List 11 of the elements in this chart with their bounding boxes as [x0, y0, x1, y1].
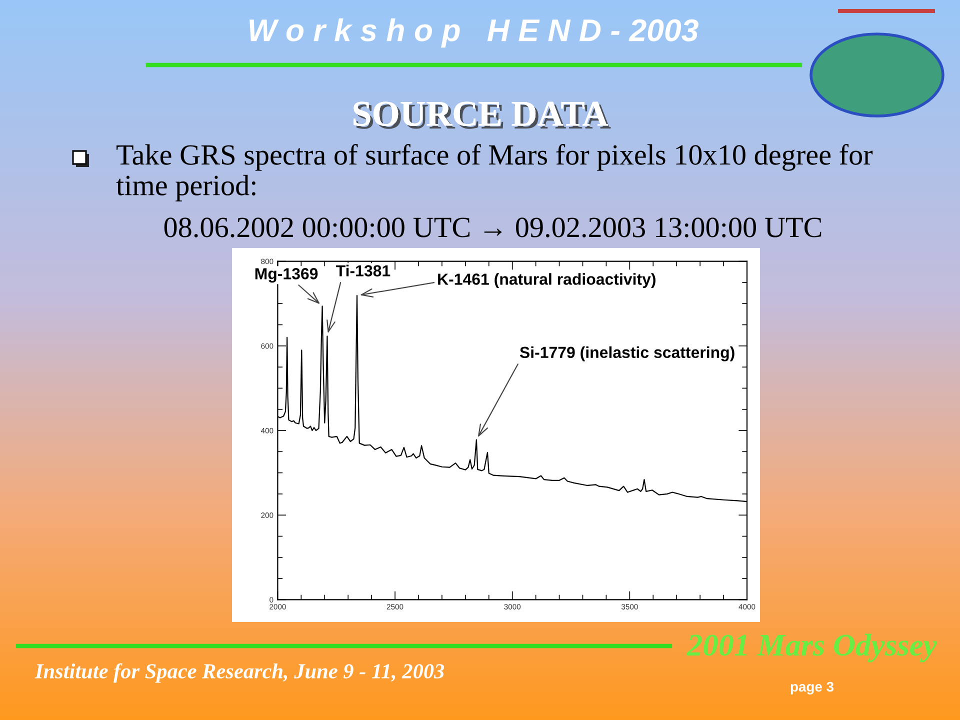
annotation: K-1461 (natural radioactivity) — [438, 273, 656, 288]
text: 08.06.2002 00:00:00 UTC → 09.02.2003 13:00:00 UTC — [164, 218, 822, 238]
text: 2001 Mars Odyssey — [686, 634, 938, 662]
chart-title: SOURCE DATA — [354, 102, 611, 129]
text: Institute for Space Research, June 9 - 11, 2003 — [34, 663, 444, 683]
annotation: Mg-1369 — [255, 268, 318, 283]
annotation: Si-1779 (inelastic scattering) — [520, 346, 734, 362]
annotation: Ti-1381 — [336, 264, 390, 276]
text: page 3 — [790, 682, 834, 694]
text: W o r k s h o p H E N D - 2003 — [250, 18, 698, 48]
chart-subtitle: Take GRS spectra of surface of Mars for pixels 10x10 degree for time period: — [116, 144, 873, 202]
